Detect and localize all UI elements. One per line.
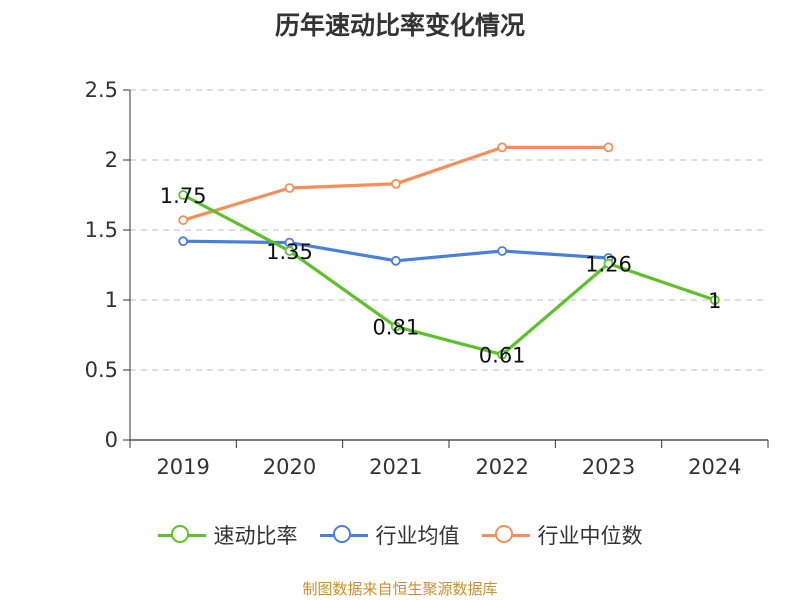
grid-layer bbox=[130, 89, 768, 371]
legend-label: 行业均值 bbox=[375, 524, 460, 548]
data-label: 0.61 bbox=[479, 344, 526, 368]
legend-label: 行业中位数 bbox=[537, 524, 643, 548]
data-label-layer: 1.75 1.35 0.81 0.61 1.26 1 bbox=[160, 184, 722, 368]
data-label: 1.35 bbox=[266, 240, 313, 264]
y-tick-label: 2.5 bbox=[85, 78, 118, 102]
y-tick-label: 2 bbox=[105, 148, 118, 172]
x-tick-label: 2023 bbox=[582, 455, 635, 479]
y-tick-label: 1.5 bbox=[85, 218, 118, 242]
y-tick-label: 1 bbox=[105, 288, 118, 312]
data-point bbox=[709, 295, 720, 305]
data-point bbox=[178, 215, 189, 226]
data-label: 1.75 bbox=[160, 184, 207, 208]
data-point bbox=[390, 255, 401, 266]
x-tick-label: 2024 bbox=[688, 455, 741, 479]
data-point bbox=[603, 258, 614, 269]
data-point bbox=[284, 246, 295, 256]
data-label: 1.26 bbox=[585, 253, 632, 277]
data-point bbox=[603, 142, 614, 153]
y-tick-label: 0 bbox=[105, 428, 118, 452]
data-point bbox=[497, 246, 508, 256]
data-point bbox=[178, 190, 189, 200]
x-tick-label: 2021 bbox=[369, 455, 422, 479]
series-layer bbox=[178, 142, 720, 360]
legend-item-quick-ratio[interactable]: 速动比率 bbox=[157, 520, 298, 550]
source-note: 制图数据来自恒生聚源数据库 bbox=[302, 580, 498, 598]
data-point bbox=[178, 236, 189, 247]
data-point bbox=[497, 142, 508, 153]
x-tick-label: 2020 bbox=[263, 455, 316, 479]
legend-marker-icon bbox=[157, 525, 206, 545]
x-tick-label: 2022 bbox=[475, 455, 528, 479]
y-tick-label: 0.5 bbox=[85, 358, 118, 382]
legend-marker-icon bbox=[481, 525, 530, 545]
data-label: 1 bbox=[708, 289, 721, 313]
data-label: 0.81 bbox=[372, 316, 419, 340]
legend: 速动比率 行业均值 行业中位数 bbox=[0, 520, 800, 550]
data-point bbox=[390, 178, 401, 189]
axis-layer: 0 0.5 1 1.5 2 2.5 2019 2020 2021 2022 2023 2024 bbox=[85, 78, 769, 479]
data-point bbox=[284, 183, 295, 193]
data-point bbox=[390, 321, 401, 332]
legend-marker-icon bbox=[319, 525, 368, 545]
legend-item-industry-median[interactable]: 行业中位数 bbox=[481, 520, 643, 550]
series-line bbox=[182, 193, 716, 357]
legend-label: 速动比率 bbox=[213, 524, 298, 548]
chart-title: 历年速动比率变化情况 bbox=[274, 11, 525, 40]
legend-item-industry-mean[interactable]: 行业均值 bbox=[319, 520, 460, 550]
data-point bbox=[497, 349, 508, 360]
x-tick-label: 2019 bbox=[156, 455, 209, 479]
